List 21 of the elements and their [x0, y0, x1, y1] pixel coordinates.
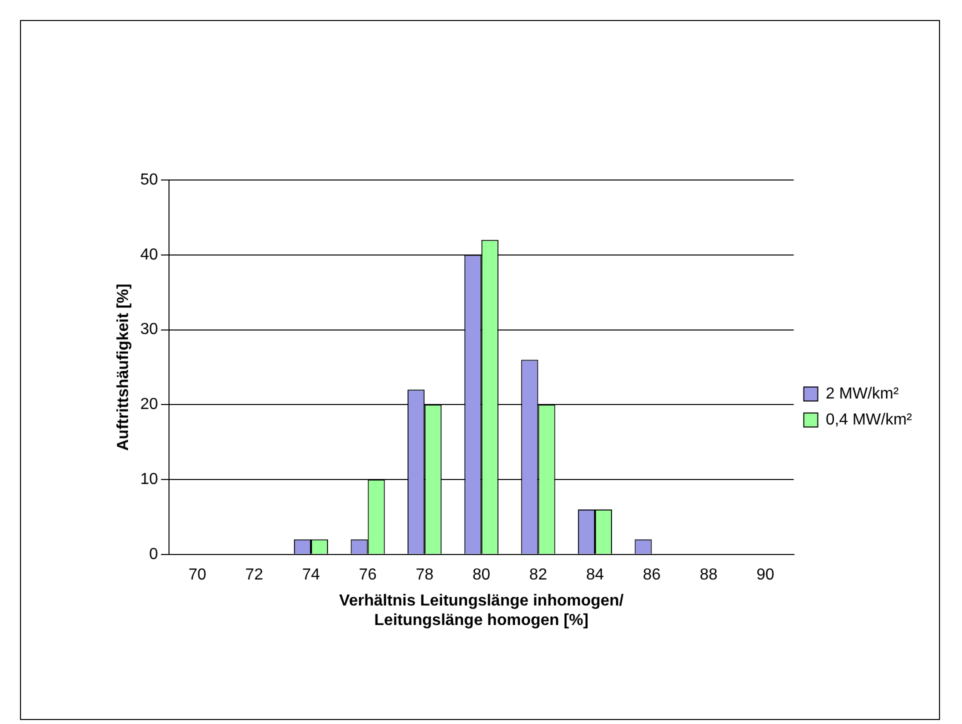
- x-tick-label: 80: [472, 566, 490, 584]
- x-tick-label: 86: [642, 566, 661, 584]
- y-tick-label: 10: [140, 470, 158, 488]
- x-tick-label: 72: [245, 566, 264, 584]
- y-tick-label: 40: [140, 246, 158, 264]
- legend-label: 0,4 MW/km²: [826, 411, 913, 428]
- x-tick-label: 70: [188, 566, 206, 584]
- legend-label: 2 MW/km²: [826, 385, 900, 402]
- y-tick-label: 0: [149, 546, 158, 563]
- y-tick-label: 30: [140, 321, 158, 338]
- x-tick-label: 82: [529, 566, 548, 584]
- y-axis-title: Auftrittshäufigkeit [%]: [115, 284, 132, 451]
- x-tick-label: 78: [416, 566, 434, 584]
- x-tick-label: 76: [358, 566, 377, 584]
- x-tick-label: 88: [700, 566, 718, 584]
- x-tick-label: 90: [756, 566, 774, 584]
- x-tick-label: 74: [302, 566, 320, 584]
- x-axis-title: Verhältnis Leitungslänge inhomogen/ Leitungslänge homogen [%]: [339, 592, 624, 629]
- y-tick-label: 50: [140, 171, 158, 188]
- x-tick-label: 84: [586, 566, 604, 584]
- y-tick-label: 20: [140, 396, 158, 414]
